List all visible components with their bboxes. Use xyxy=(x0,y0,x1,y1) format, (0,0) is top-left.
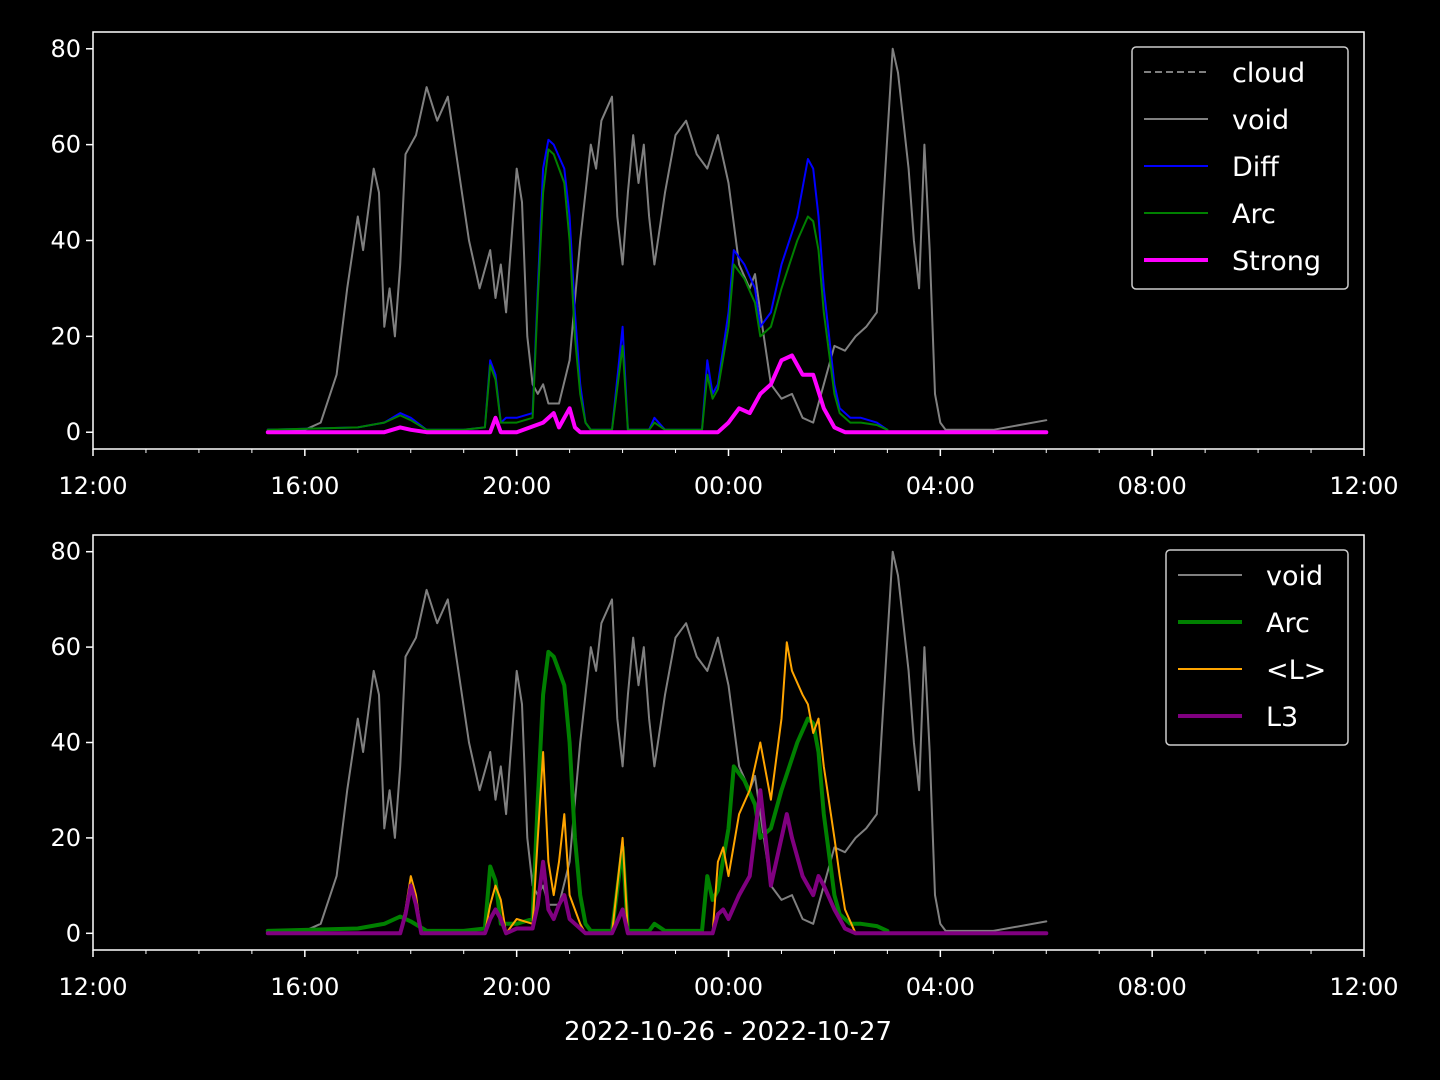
legend-label-diff: Diff xyxy=(1232,152,1280,183)
y-tick-label: 40 xyxy=(50,729,81,757)
x-tick-label: 20:00 xyxy=(482,472,551,500)
legend-label-arc: Arc xyxy=(1266,608,1310,639)
x-tick-label: 04:00 xyxy=(906,472,975,500)
legend: cloud void Diff Arc Strong xyxy=(1131,46,1349,290)
y-tick-label: 80 xyxy=(50,35,81,63)
legend-label-void: void xyxy=(1232,105,1289,136)
legend-label-cloud: cloud xyxy=(1232,58,1305,89)
x-tick-label: 12:00 xyxy=(1329,472,1398,500)
series-line-l3 xyxy=(265,788,1049,936)
series-line-void xyxy=(266,550,1048,932)
legend-label-strong: Strong xyxy=(1232,246,1321,277)
x-tick-label: 12:00 xyxy=(58,472,127,500)
y-tick-label: 40 xyxy=(50,227,81,255)
x-tick-label: 20:00 xyxy=(482,973,551,1001)
legend-label-arc: Arc xyxy=(1232,199,1276,230)
y-tick-label: 20 xyxy=(50,824,81,852)
y-tick-label: 0 xyxy=(66,919,81,947)
series-line-strong xyxy=(265,353,1049,435)
series-line-diff xyxy=(266,138,889,431)
series-group xyxy=(265,47,1049,435)
x-tick-label: 12:00 xyxy=(1329,973,1398,1001)
series-line-void xyxy=(266,47,1048,431)
y-tick-label: 0 xyxy=(66,418,81,446)
x-tick-label: 12:00 xyxy=(58,973,127,1001)
x-tick-label: 08:00 xyxy=(1118,973,1187,1001)
x-tick-label: 00:00 xyxy=(694,973,763,1001)
y-tick-label: 60 xyxy=(50,633,81,661)
series-group xyxy=(265,550,1049,936)
series-line-arc xyxy=(265,649,890,933)
legend: void Arc <L> L3 xyxy=(1165,549,1349,746)
series-line-l xyxy=(266,641,1048,935)
legend-label-l3: L3 xyxy=(1266,702,1298,733)
top-chart-panel: 0 20 40 60 80 12:00 16:00 20:00 00:00 04:00 08:00 1… xyxy=(50,31,1399,500)
x-tick-label: 08:00 xyxy=(1118,472,1187,500)
x-tick-label: 16:00 xyxy=(270,973,339,1001)
bottom-chart-panel: 0 20 40 60 80 12:00 16:00 20:00 00:00 04:00 08:00 1… xyxy=(50,534,1399,1001)
x-tick-label: 04:00 xyxy=(906,973,975,1001)
x-tick-label: 16:00 xyxy=(270,472,339,500)
series-line-arc xyxy=(266,148,889,431)
y-tick-label: 20 xyxy=(50,322,81,350)
y-tick-label: 80 xyxy=(50,538,81,566)
legend-label-void: void xyxy=(1266,561,1323,592)
legend-label-l: <L> xyxy=(1266,655,1326,686)
x-axis-title: 2022-10-26 - 2022-10-27 xyxy=(564,1017,892,1047)
y-tick-label: 60 xyxy=(50,131,81,159)
x-tick-label: 00:00 xyxy=(694,472,763,500)
